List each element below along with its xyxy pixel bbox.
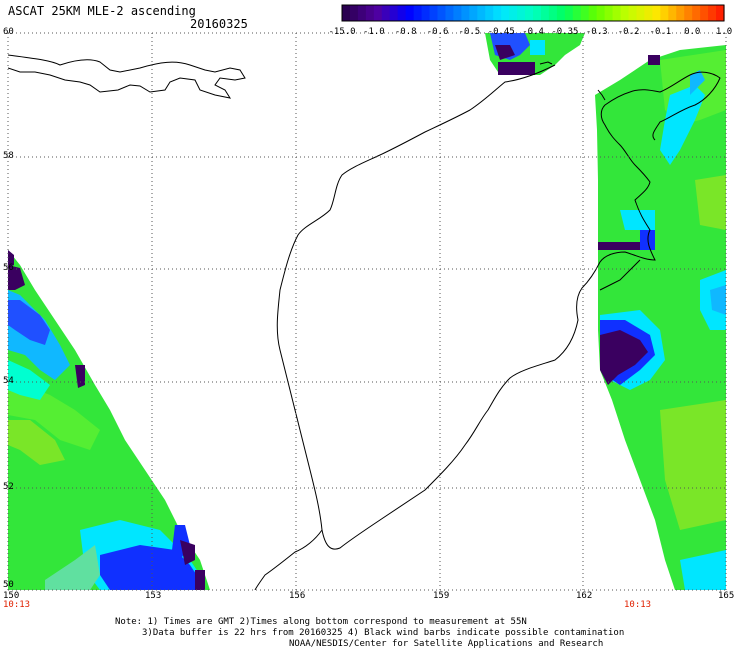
colorbar-swatch [628, 5, 638, 21]
colorbar-swatch [349, 5, 359, 21]
colorbar-label: -0.2 [617, 27, 640, 37]
colorbar-swatch [461, 5, 470, 21]
colorbar-swatch [620, 5, 630, 21]
colorbar-label: -1.0 [363, 27, 385, 37]
colorbar-swatch [342, 5, 351, 21]
colorbar-swatch [357, 5, 367, 21]
colorbar-swatch [493, 5, 502, 21]
colorbar-swatch [636, 5, 646, 21]
colorbar-swatch [381, 5, 391, 21]
colorbar-swatch [556, 5, 566, 21]
colorbar-label: -0.4 [522, 27, 544, 37]
footer-credit: NOAA/NESDIS/Center for Satellite Applica… [289, 639, 604, 649]
colorbar-swatch [517, 5, 526, 21]
colorbar-swatch [668, 5, 677, 21]
footer-note-line1: Note: 1) Times are GMT 2)Times along bot… [115, 617, 527, 627]
colorbar-swatch [389, 5, 399, 21]
colorbar-swatch [373, 5, 383, 21]
colorbar-swatch [533, 5, 542, 21]
colorbar-swatch [572, 5, 582, 21]
lat-label-54: 54 [3, 376, 14, 386]
colorbar-swatch [604, 5, 614, 21]
colorbar-swatch [540, 5, 550, 21]
colorbar-swatch [365, 5, 375, 21]
colorbar-swatch [580, 5, 590, 21]
colorbar-swatch [485, 5, 494, 21]
colorbar-swatch [692, 5, 701, 21]
colorbar-swatch [612, 5, 622, 21]
colorbar-swatch [501, 5, 510, 21]
colorbar-swatch [445, 5, 455, 21]
colorbar-swatch [525, 5, 534, 21]
lon-label-159: 159 [433, 591, 450, 601]
map-date: 20160325 [190, 17, 248, 31]
coastline [8, 54, 721, 590]
colorbar [341, 4, 725, 22]
colorbar-swatch [652, 5, 661, 21]
lon-label-150: 150 [3, 591, 20, 601]
lon-label-162: 162 [576, 591, 593, 601]
colorbar-swatch [596, 5, 606, 21]
colorbar-swatch [437, 5, 447, 21]
map-title: ASCAT 25KM MLE-2 ascending [8, 4, 196, 18]
colorbar-swatch [397, 5, 407, 21]
time-label-right: 10:13 [624, 600, 652, 610]
colorbar-swatch [548, 5, 558, 21]
colorbar-swatch [644, 5, 653, 21]
lon-label-156: 156 [289, 591, 306, 601]
colorbar-label: -0.6 [426, 27, 449, 37]
top-swath [485, 33, 585, 75]
colorbar-label: -0.3 [585, 27, 608, 37]
lat-label-58: 58 [3, 151, 14, 161]
colorbar-swatch [429, 5, 439, 21]
colorbar-swatch [421, 5, 431, 21]
lat-label-56: 56 [3, 263, 14, 273]
colorbar-swatch [684, 5, 693, 21]
footer-note-line2: 3)Data buffer is 22 hrs from 20160325 4)… [142, 628, 625, 638]
colorbar-swatch [660, 5, 669, 21]
colorbar-swatch [700, 5, 709, 21]
colorbar-label: -15.0 [328, 27, 356, 37]
colorbar-swatch [588, 5, 598, 21]
colorbar-label: -0.8 [394, 27, 417, 37]
colorbar-label: -0.45 [487, 27, 515, 37]
colorbar-swatch [405, 5, 415, 21]
colorbar-label: -0.35 [551, 27, 579, 37]
colorbar-swatch [509, 5, 518, 21]
colorbar-swatch [477, 5, 486, 21]
colorbar-swatch [453, 5, 462, 21]
colorbar-swatch [676, 5, 685, 21]
lat-label-60: 60 [3, 27, 14, 37]
colorbar-label: -0.5 [458, 27, 481, 37]
grid [7, 32, 727, 591]
colorbar-swatch [413, 5, 423, 21]
colorbar-swatch [708, 5, 717, 21]
left-swath [8, 250, 210, 590]
lat-label-52: 52 [3, 482, 14, 492]
lon-label-153: 153 [145, 591, 162, 601]
colorbar-label: -0.1 [649, 27, 672, 37]
lon-label-165: 165 [718, 591, 735, 601]
right-swath [595, 45, 726, 590]
colorbar-label: 0.0 [684, 27, 701, 37]
colorbar-border [341, 4, 725, 22]
colorbar-swatch [716, 5, 725, 21]
lat-label-50: 50 [3, 580, 14, 590]
time-label-left: 10:13 [3, 600, 31, 610]
colorbar-swatch [564, 5, 574, 21]
colorbar-swatch [469, 5, 478, 21]
colorbar-label: 1.0 [715, 27, 733, 37]
